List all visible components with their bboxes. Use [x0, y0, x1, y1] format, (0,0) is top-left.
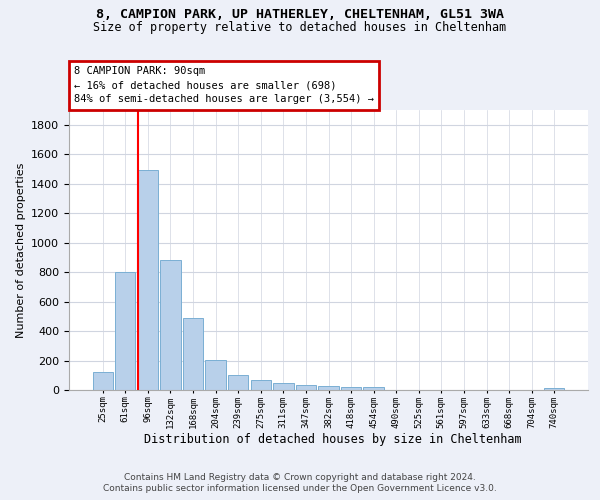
Text: Distribution of detached houses by size in Cheltenham: Distribution of detached houses by size … — [144, 432, 522, 446]
Bar — [273, 384, 293, 390]
Bar — [364, 388, 384, 390]
Y-axis label: Number of detached properties: Number of detached properties — [16, 162, 26, 338]
Bar — [115, 272, 136, 390]
Bar — [341, 387, 361, 390]
Bar — [160, 260, 181, 390]
Bar — [544, 388, 565, 390]
Text: Contains HM Land Registry data © Crown copyright and database right 2024.: Contains HM Land Registry data © Crown c… — [124, 472, 476, 482]
Bar — [228, 374, 248, 390]
Bar — [92, 372, 113, 390]
Text: Size of property relative to detached houses in Cheltenham: Size of property relative to detached ho… — [94, 21, 506, 34]
Bar — [183, 318, 203, 390]
Bar — [205, 360, 226, 390]
Bar — [251, 380, 271, 390]
Bar — [296, 385, 316, 390]
Bar — [138, 170, 158, 390]
Text: Contains public sector information licensed under the Open Government Licence v3: Contains public sector information licen… — [103, 484, 497, 493]
Text: 8 CAMPION PARK: 90sqm
← 16% of detached houses are smaller (698)
84% of semi-det: 8 CAMPION PARK: 90sqm ← 16% of detached … — [74, 66, 374, 104]
Text: 8, CAMPION PARK, UP HATHERLEY, CHELTENHAM, GL51 3WA: 8, CAMPION PARK, UP HATHERLEY, CHELTENHA… — [96, 8, 504, 20]
Bar — [319, 386, 338, 390]
